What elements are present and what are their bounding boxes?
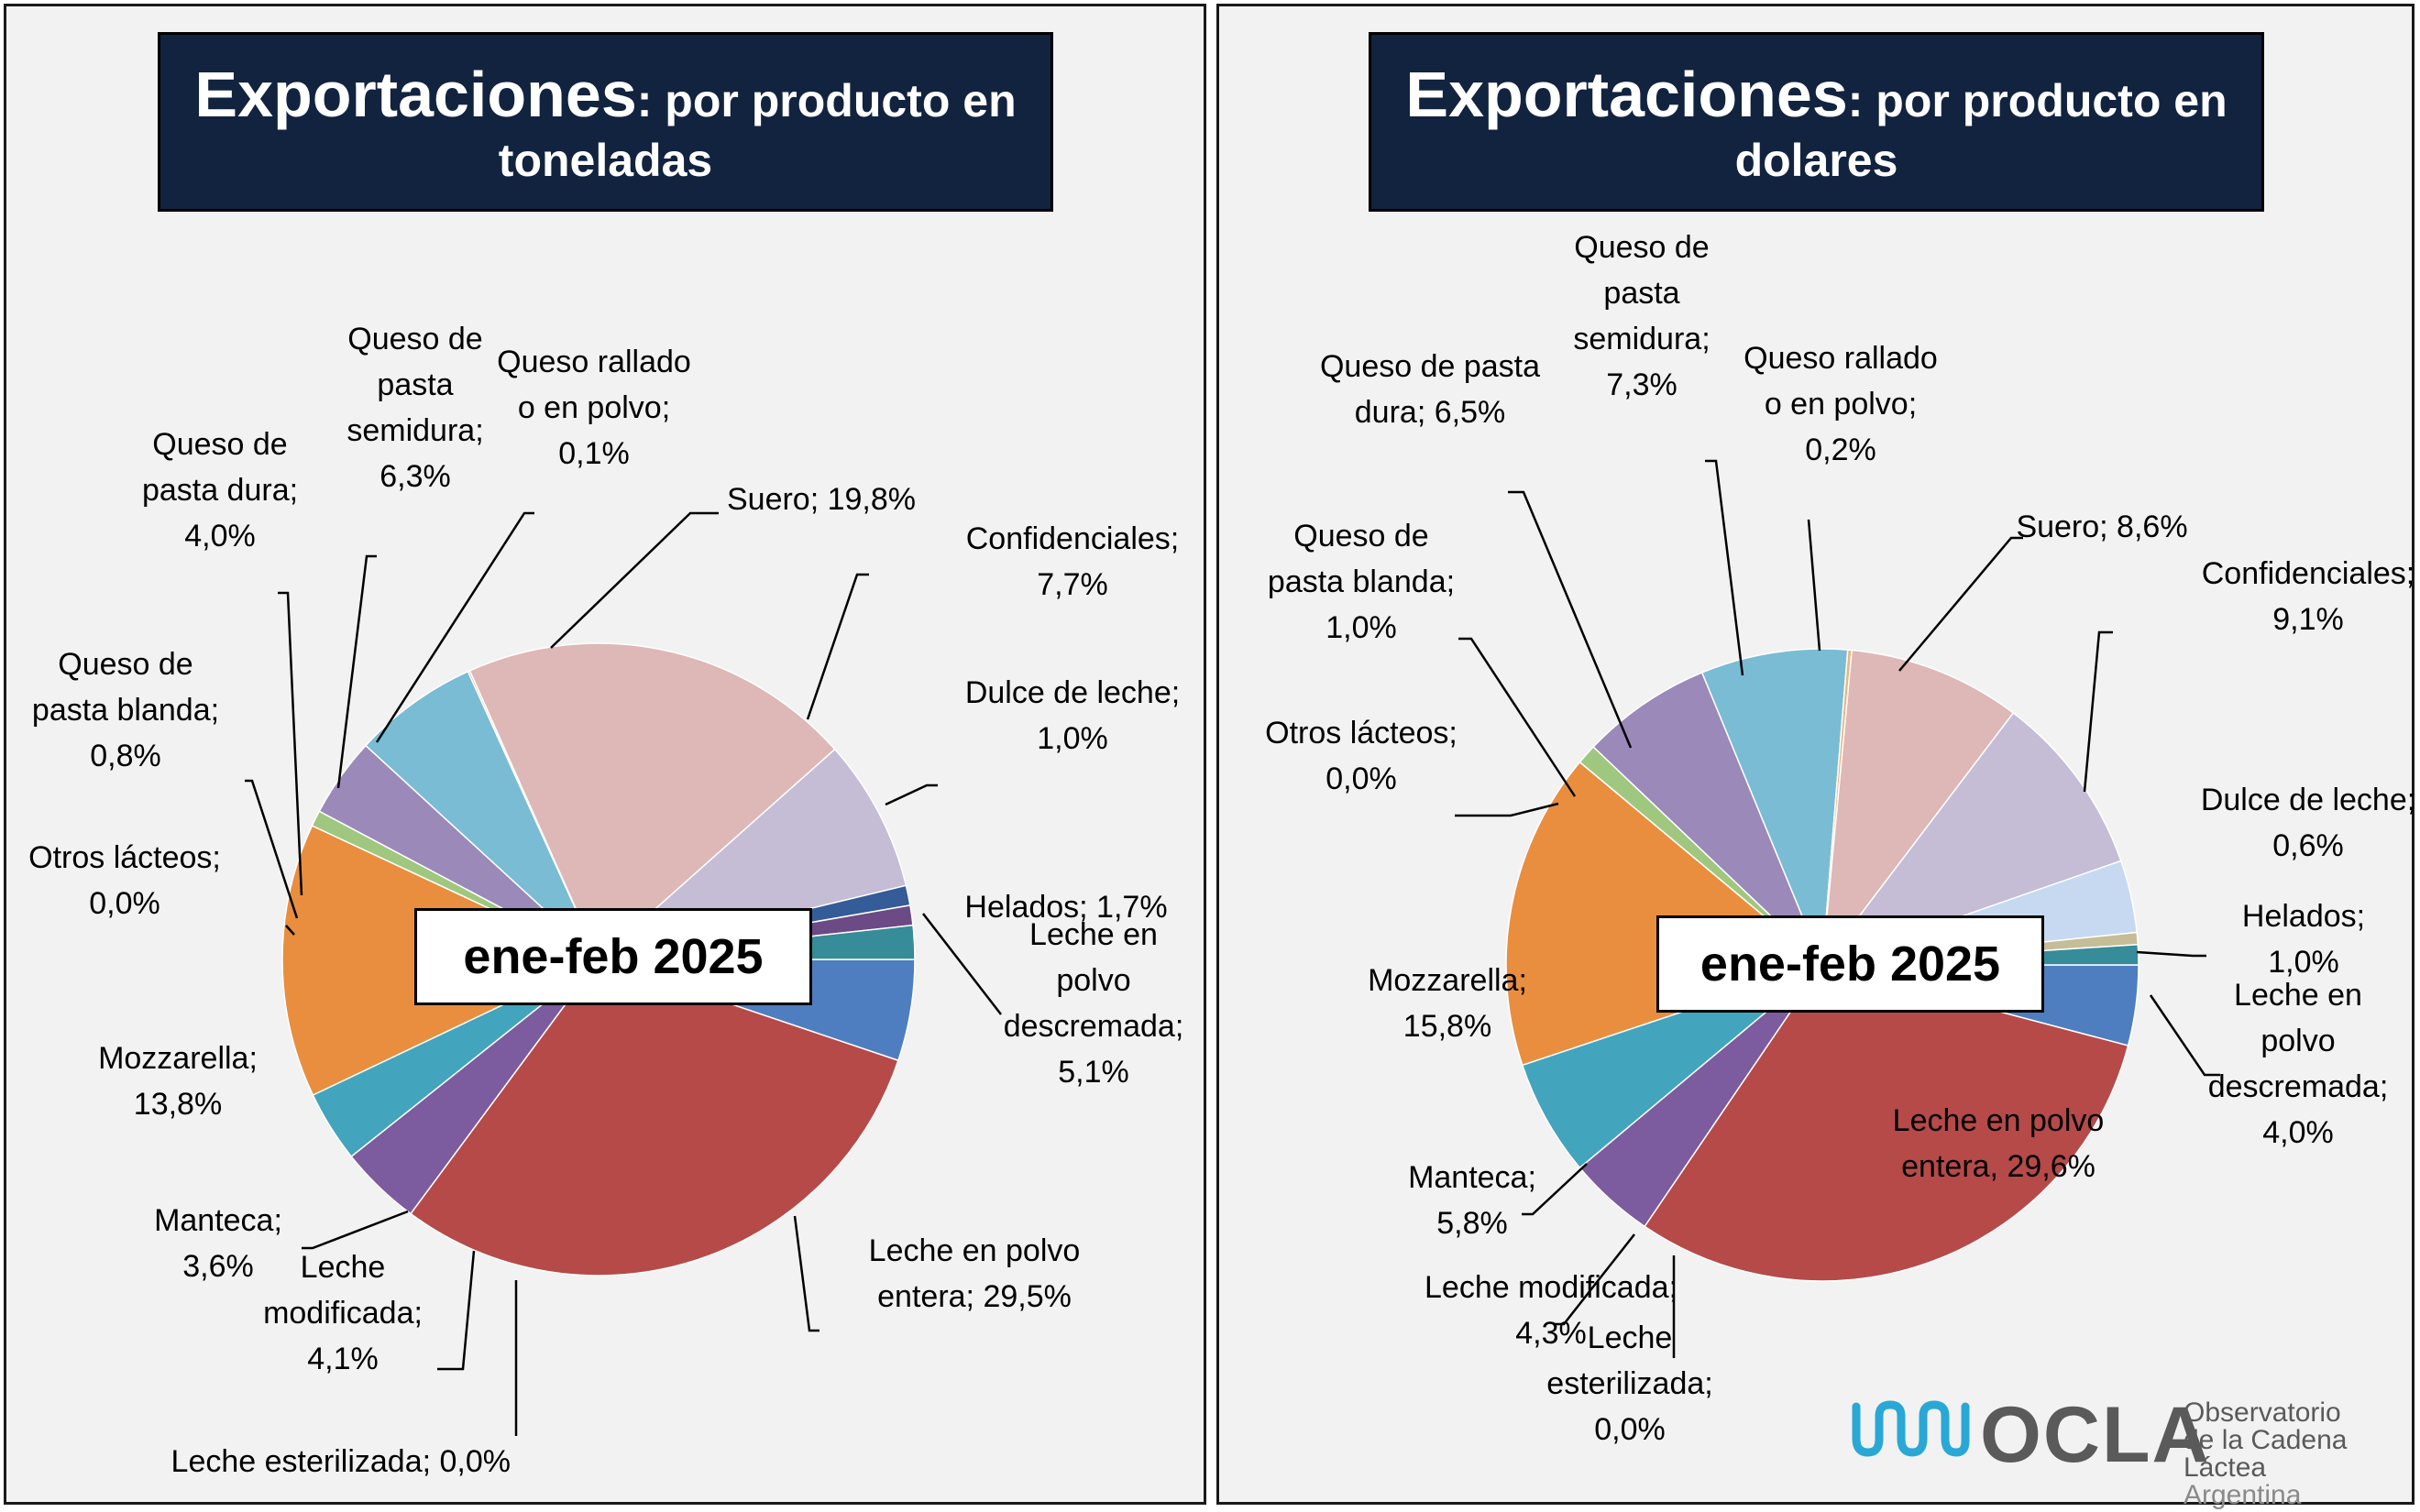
logo-line1: Observatorio (2184, 1397, 2341, 1428)
chart-title: Exportaciones: por producto en dolares (1369, 32, 2264, 212)
leader-line-dulce-de-leche (885, 783, 938, 806)
leader-line-queso-de-pasta-dura (278, 591, 303, 896)
leader-line-confidenciales (2083, 630, 2113, 793)
logo-name: OCLA (1980, 1391, 2211, 1479)
panel-toneladas: Exportaciones: por producto en toneladas… (4, 4, 1206, 1505)
leader-line-leche-en-polvo-descremada (922, 913, 1002, 1015)
data-label-leche-en-polvo-entera: Leche en polvo entera; 29,5% (869, 1233, 1081, 1314)
leader-line-queso-de-pasta-blanda (245, 779, 299, 919)
pie-slice-queso-de-pasta-semidura (364, 670, 600, 960)
leader-line-queso-rallado-o-en-polvo (375, 511, 534, 743)
leader-line-otros-lacteos (285, 925, 295, 936)
pie-slice-leche-en-polvo-entera (409, 959, 899, 1276)
pie-labels: Leche en polvo descremada; 5,1% Leche en pol… (28, 322, 1183, 1479)
data-label-manteca: Manteca; 5,8% (1408, 1160, 1536, 1241)
data-label-leche-en-polvo-descremada: Leche en polvo descremada; 4,0% (2208, 978, 2389, 1150)
data-label-otros-lacteos: Otros lácteos; 0,0% (1265, 716, 1458, 796)
leader-line-queso-de-pasta-dura (1508, 490, 1633, 749)
leader-line-queso-de-pasta-blanda (1458, 637, 1577, 797)
data-label-leche-en-polvo-descremada: Leche en polvo descremada; 5,1% (1004, 917, 1184, 1090)
leader-line-helados (2136, 950, 2206, 958)
data-label-leche-esterilizada: Leche esterilizada; 0,0% (1546, 1320, 1712, 1447)
leader-line-leche-en-polvo-entera (793, 1215, 820, 1332)
data-label-queso-de-pasta-blanda: Queso de pasta blanda; 0,8% (32, 647, 219, 773)
data-label-queso-rallado-o-en-polvo: Queso rallado o en polvo; 0,1% (497, 345, 691, 471)
pie-slice-leche-en-polvo-entera (1644, 964, 2129, 1282)
ocla-logo: OCLA Observatorio de la Cadena Láctea Ar… (1852, 1385, 2402, 1509)
pie-labels: Leche en polvo descremada; 4,0% Leche en pol… (1265, 230, 2415, 1447)
data-label-confidenciales: Confidenciales; 7,7% (966, 521, 1179, 602)
leader-line-leche-modificada (437, 1250, 476, 1371)
title-rest: : por producto en (1847, 75, 2228, 126)
logo-line2: de la Cadena Láctea (2184, 1425, 2348, 1483)
data-label-queso-de-pasta-semidura: Queso de pasta semidura; 7,3% (1573, 230, 1710, 402)
leader-line-suero (550, 511, 719, 649)
leader-line-queso-de-pasta-semidura (336, 554, 377, 789)
pie-slice-queso-de-pasta-semidura (1700, 648, 1849, 966)
pie-slice-suero (1821, 649, 2015, 968)
data-label-dulce-de-leche: Dulce de leche; 0,6% (2201, 783, 2415, 863)
data-label-queso-rallado-o-en-polvo: Queso rallado o en polvo; 0,2% (1744, 341, 1938, 467)
period-label: ene-feb 2025 (1656, 915, 2044, 1013)
title-main: Exportaciones (194, 59, 637, 130)
data-label-queso-de-pasta-blanda: Queso de pasta blanda; 1,0% (1268, 519, 1455, 645)
data-label-leche-modificada: Leche modificada; 4,3% (1424, 1270, 1678, 1351)
logo-line3: Argentina (2184, 1480, 2302, 1510)
leader-line-queso-de-pasta-semidura (1705, 459, 1744, 676)
logo-subtitle: Observatorio de la Cadena Láctea Argenti… (2184, 1399, 2402, 1509)
data-label-helados: Helados; 1,7% (964, 890, 1167, 925)
pie-chart-toneladas: Leche en polvo descremada; 5,1% Leche en pol… (28, 322, 1183, 1479)
data-label-manteca: Manteca; 3,6% (154, 1203, 282, 1284)
panel-dolares: Exportaciones: por producto en dolares L… (1216, 4, 2415, 1509)
data-label-helados: Helados; 1,0% (2242, 899, 2365, 980)
leader-line-leche-en-polvo-descremada (2149, 994, 2220, 1077)
data-label-otros-lacteos: Otros lácteos; 0,0% (28, 840, 221, 921)
data-label-leche-en-polvo-entera: Leche en polvo entera, 29,6% (1893, 1103, 2105, 1184)
leader-line-manteca (302, 1210, 409, 1250)
chart-title: Exportaciones: por producto en toneladas (158, 32, 1053, 212)
leader-line-manteca (1522, 1163, 1588, 1216)
data-label-queso-de-pasta-semidura: Queso de pasta semidura; 6,3% (346, 322, 483, 494)
leader-line-confidenciales (806, 573, 869, 720)
data-label-queso-de-pasta-dura: Queso de pasta dura; 4,0% (142, 427, 298, 553)
wave-icon (1852, 1400, 1970, 1457)
data-label-dulce-de-leche: Dulce de leche; 1,0% (965, 675, 1180, 756)
data-label-suero: Suero; 19,8% (727, 482, 916, 517)
data-label-mozzarella: Mozzarella; 13,8% (98, 1041, 258, 1122)
title-unit: toneladas (498, 135, 713, 186)
title-rest: : por producto en (636, 75, 1017, 126)
pie-slice-confidenciales (598, 748, 908, 960)
data-label-queso-de-pasta-dura: Queso de pasta dura; 6,5% (1320, 349, 1540, 430)
pie-slice-manteca (1521, 964, 1823, 1169)
leader-line-suero (1898, 536, 2023, 672)
pie-slice-queso-de-pasta-dura (1592, 671, 1823, 966)
leader-line-queso-rallado-o-en-polvo (1807, 519, 1821, 652)
pie-slice-confidenciales (1820, 711, 2122, 967)
data-label-suero: Suero; 8,6% (2016, 509, 2187, 544)
period-label: ene-feb 2025 (414, 908, 812, 1005)
title-unit: dolares (1734, 135, 1898, 186)
data-label-leche-esterilizada: Leche esterilizada; 0,0% (171, 1444, 511, 1479)
title-main: Exportaciones (1405, 59, 1848, 130)
data-label-confidenciales: Confidenciales; 9,1% (2202, 556, 2414, 637)
leader-line-otros-lacteos (1455, 802, 1559, 817)
pie-chart-dolares: Leche en polvo descremada; 4,0% Leche en pol… (1265, 230, 2415, 1447)
data-label-leche-modificada: Leche modificada; 4,1% (263, 1250, 423, 1376)
pie-slices (1505, 648, 2140, 1282)
leader-line-leche-modificada (1553, 1233, 1635, 1326)
data-label-mozzarella: Mozzarella; 15,8% (1368, 963, 1527, 1044)
pie-slice-suero (468, 642, 836, 961)
